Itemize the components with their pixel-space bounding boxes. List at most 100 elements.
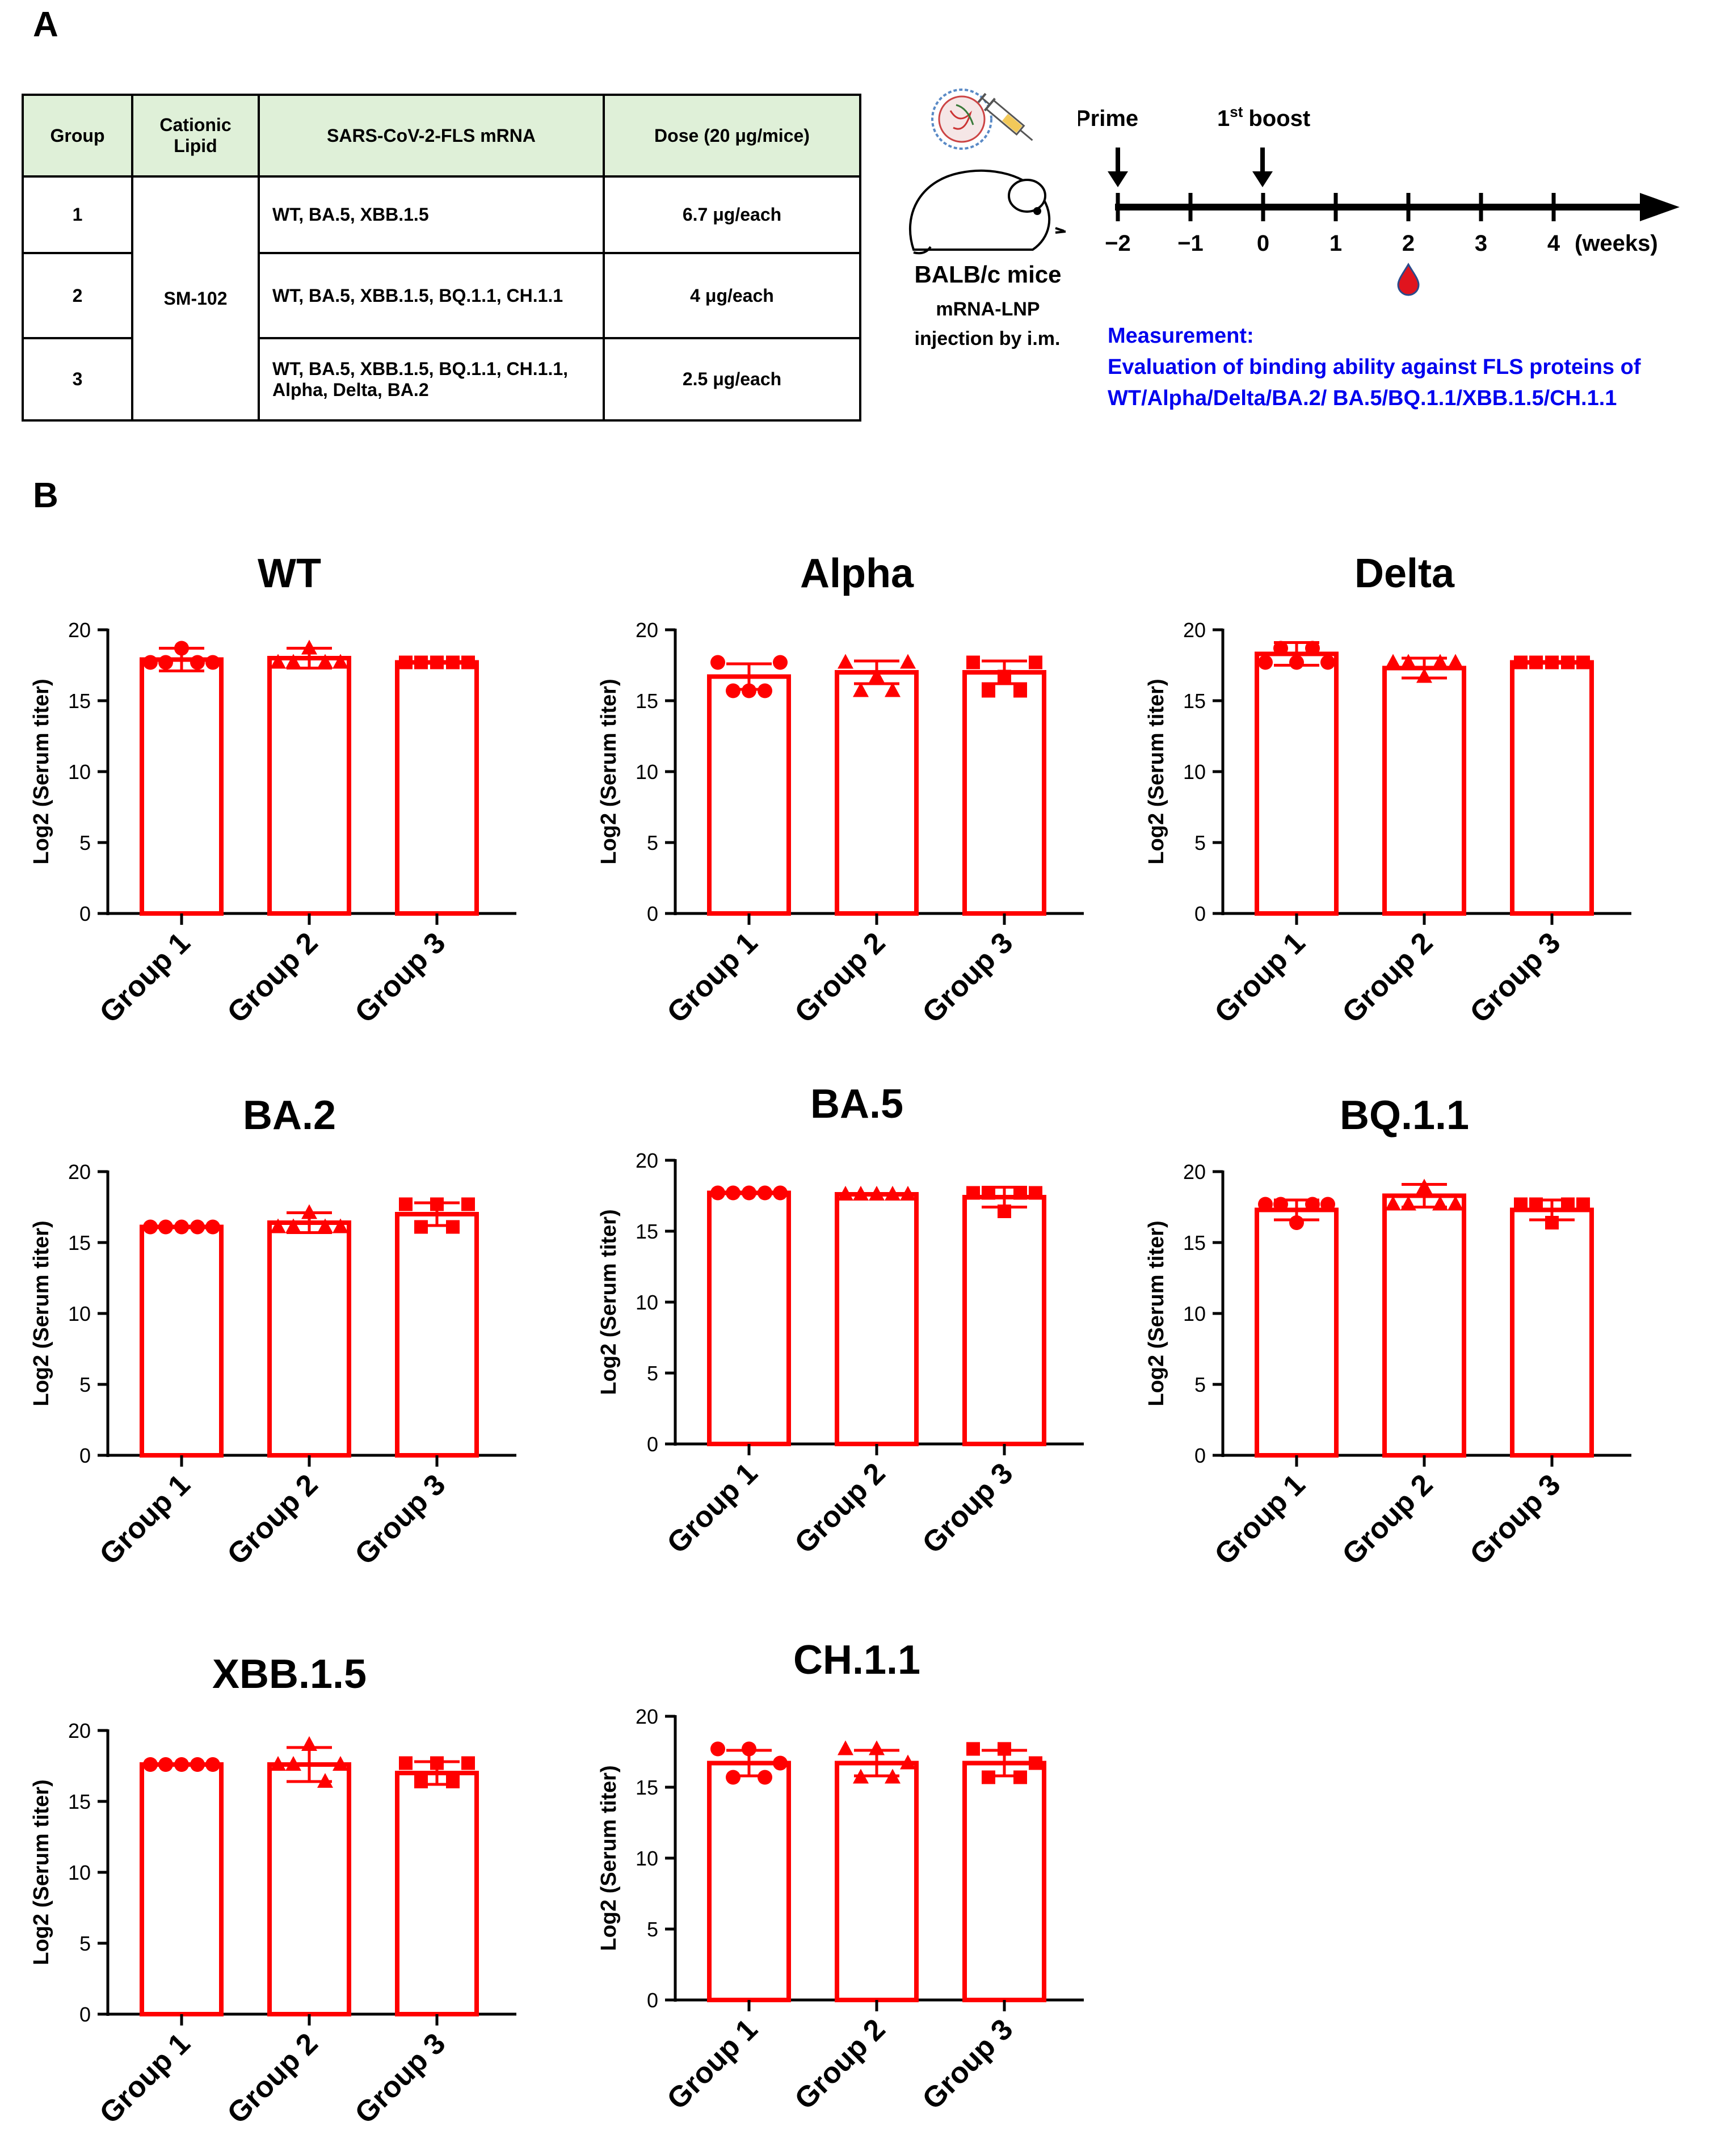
data-point — [885, 682, 901, 697]
data-point — [158, 1219, 173, 1235]
data-point — [1514, 1197, 1528, 1211]
data-point — [885, 1186, 901, 1201]
boost-label: 1st boost — [1217, 103, 1310, 131]
bar — [1510, 1207, 1594, 1458]
chart-title: Delta — [1354, 551, 1455, 596]
y-tick-label: 0 — [79, 2003, 91, 2026]
data-point — [143, 1219, 158, 1235]
data-point — [773, 1185, 788, 1201]
data-point — [461, 655, 475, 669]
data-point — [982, 1770, 995, 1784]
immunization-timeline: Prime 1st boost −2 −1 0 1 2 3 4 (weeks) — [1078, 103, 1680, 296]
cell-group: 1 — [22, 175, 133, 254]
data-point — [900, 654, 916, 669]
data-point — [869, 668, 885, 683]
data-point — [1432, 654, 1448, 669]
y-axis-label: Log2 (Serum titer) — [1145, 1220, 1168, 1406]
x-tick-label: Group 1 — [1209, 926, 1312, 1029]
data-point — [900, 1186, 916, 1201]
data-point — [900, 1754, 916, 1770]
data-point — [1448, 1195, 1463, 1211]
bar — [835, 1761, 919, 2002]
y-tick-label: 5 — [79, 831, 91, 854]
data-point — [301, 1736, 317, 1751]
bar — [140, 657, 224, 916]
data-point — [1029, 1186, 1042, 1200]
x-tick-label: Group 1 — [1209, 1468, 1312, 1571]
data-point — [773, 655, 788, 670]
table-row: 1 SM-102 WT, BA.5, XBB.1.5 6.7 μg/each — [22, 175, 861, 422]
chart-title: Alpha — [800, 551, 914, 596]
data-point — [301, 639, 317, 655]
x-tick-label: Group 3 — [349, 926, 452, 1029]
panel-a-label: A — [33, 5, 58, 44]
x-tick-label: Group 3 — [1464, 926, 1567, 1029]
x-tick-label: Group 3 — [349, 1468, 452, 1571]
data-point — [317, 654, 333, 669]
y-tick-label: 0 — [647, 1433, 658, 1456]
bar — [707, 1190, 791, 1446]
data-point — [982, 684, 995, 698]
data-point — [333, 654, 348, 669]
measurement-line1: Evaluation of binding ability against FL… — [1108, 355, 1641, 380]
timeline-tick-label: 1 — [1329, 231, 1342, 256]
data-point — [1289, 655, 1304, 670]
data-point — [710, 1185, 725, 1201]
bar — [267, 1220, 351, 1458]
data-point — [1013, 684, 1027, 698]
y-axis-label: Log2 (Serum titer) — [30, 679, 53, 864]
data-point — [446, 1220, 460, 1234]
data-point — [773, 1755, 788, 1771]
cell-lipid: SM-102 — [131, 175, 260, 422]
y-tick-label: 5 — [79, 1932, 91, 1955]
data-point — [1273, 1197, 1288, 1212]
bar — [962, 1195, 1046, 1446]
y-axis-label: Log2 (Serum titer) — [30, 1220, 53, 1406]
data-point — [333, 1218, 348, 1233]
data-point — [966, 1186, 980, 1200]
y-tick-label: 5 — [79, 1373, 91, 1396]
data-point — [1400, 654, 1416, 669]
data-point — [205, 1219, 220, 1235]
table-row: 3 WT, BA.5, XBB.1.5, BQ.1.1, CH.1.1, Alp… — [22, 337, 861, 422]
table-row: 2 WT, BA.5, XBB.1.5, BQ.1.1, CH.1.1 4 μg… — [22, 252, 861, 339]
data-point — [1561, 1197, 1575, 1211]
chart-title: XBB.1.5 — [212, 1652, 367, 1697]
x-tick-label: Group 3 — [916, 1456, 1020, 1560]
x-tick-label: Group 3 — [916, 926, 1020, 1029]
y-tick-label: 20 — [1183, 618, 1206, 642]
y-tick-label: 15 — [636, 1220, 658, 1243]
bar — [835, 670, 919, 916]
timeline-tick-label: −2 — [1105, 231, 1131, 256]
x-tick-label: Group 3 — [349, 2027, 452, 2130]
data-point — [1320, 655, 1335, 670]
y-tick-label: 5 — [1194, 831, 1206, 854]
data-point — [1385, 1195, 1401, 1211]
bar — [1382, 666, 1466, 916]
chart-title: BQ.1.1 — [1340, 1093, 1469, 1138]
header-cationic-lipid: Cationic Lipid — [131, 94, 260, 178]
data-point — [205, 1757, 220, 1772]
data-point — [1529, 1197, 1543, 1211]
chart-title: BA.5 — [810, 1081, 903, 1127]
data-point — [143, 1757, 158, 1772]
mouse-icon — [908, 169, 1066, 255]
x-tick-label: Group 1 — [94, 2027, 197, 2130]
cell-mrna: WT, BA.5, XBB.1.5, BQ.1.1, CH.1.1 — [258, 252, 605, 339]
bar — [1255, 651, 1339, 916]
data-point — [174, 641, 189, 656]
data-point — [1258, 655, 1273, 670]
y-tick-label: 20 — [636, 1149, 658, 1172]
data-point — [1545, 1216, 1559, 1229]
timeline-unit: (weeks) — [1575, 231, 1658, 256]
measurement-title: Measurement: — [1108, 324, 1254, 348]
y-tick-label: 20 — [68, 1160, 91, 1184]
y-tick-label: 10 — [1183, 1302, 1206, 1325]
y-tick-label: 0 — [647, 1989, 658, 2012]
bar — [1510, 660, 1594, 916]
x-tick-label: Group 2 — [221, 1468, 325, 1571]
cell-dose: 2.5 μg/each — [603, 337, 861, 422]
bar — [395, 1212, 479, 1458]
